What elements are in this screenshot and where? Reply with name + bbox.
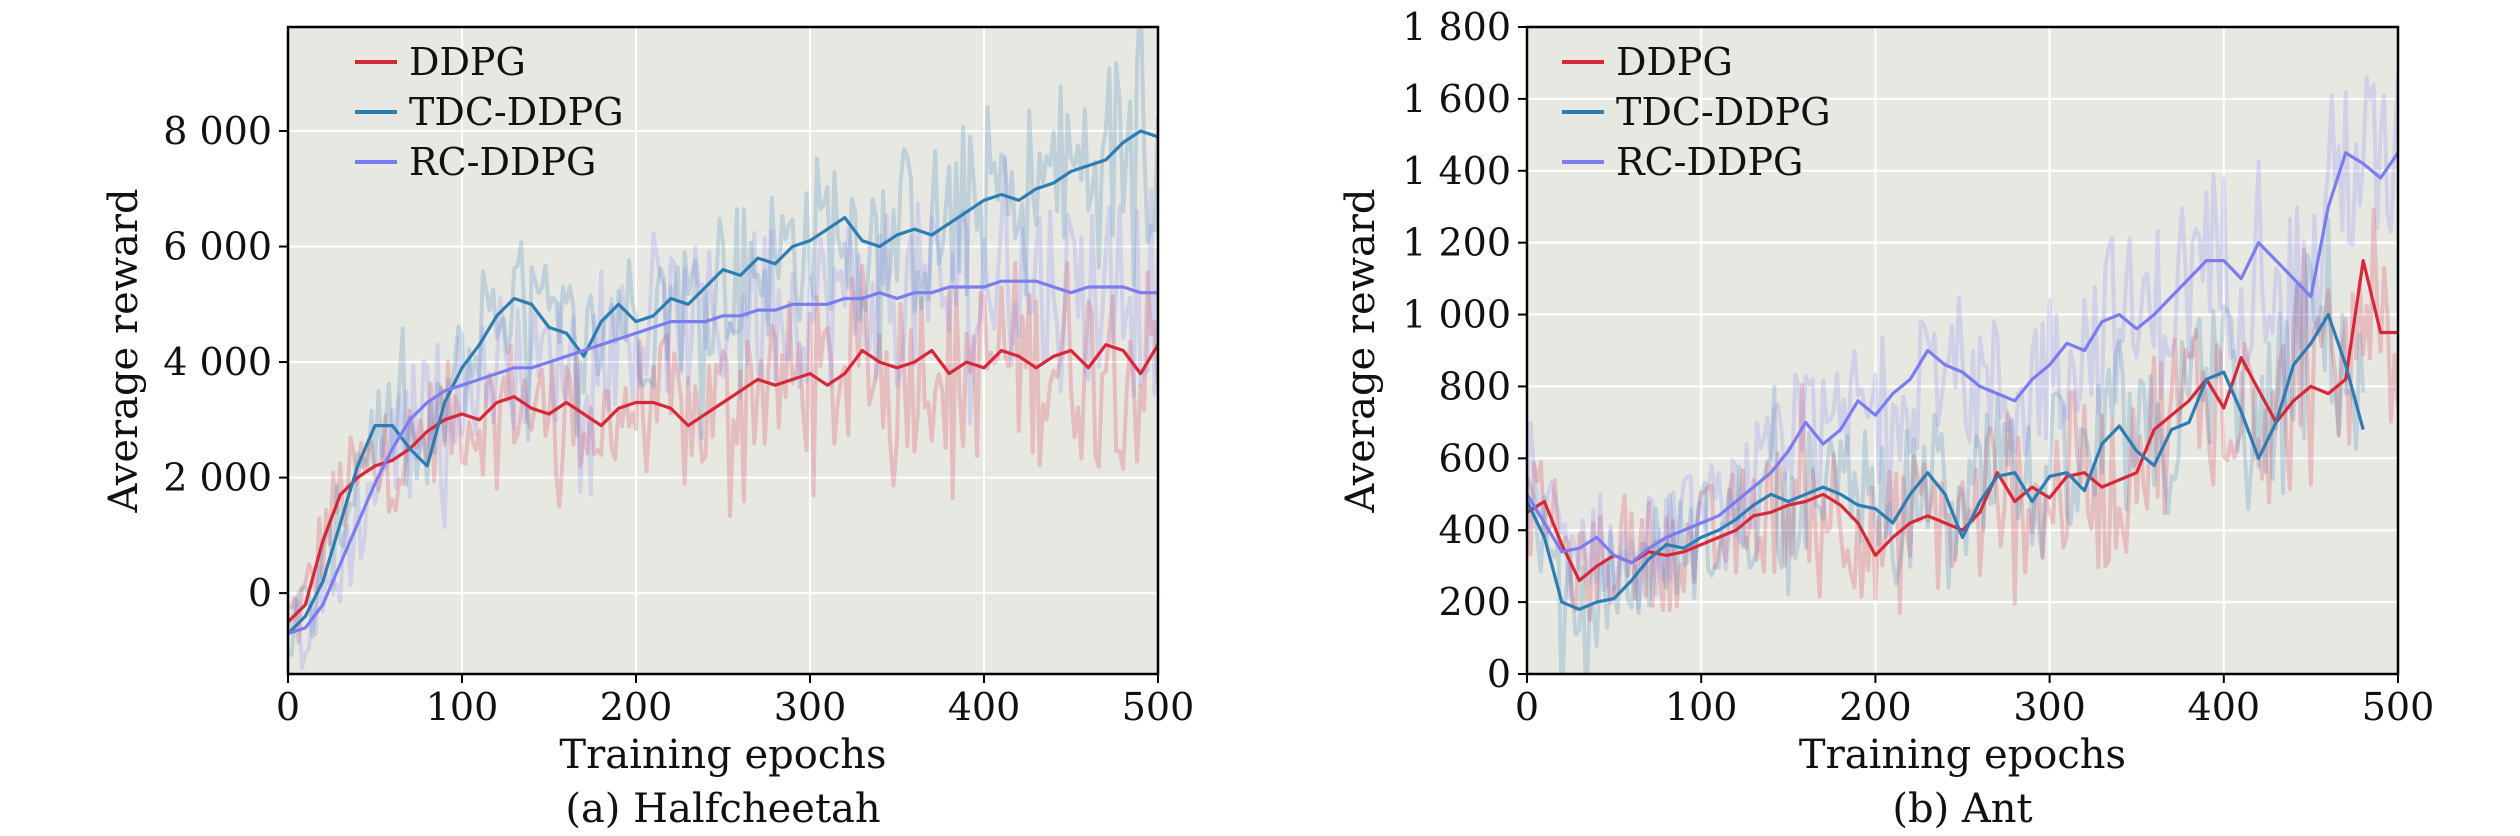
- raw-trace-rc-ddpg: [1527, 73, 2398, 610]
- x-tick-label: 100: [1665, 685, 1738, 729]
- x-tick-label: 300: [774, 685, 847, 729]
- y-tick-label: 600: [1438, 436, 1511, 480]
- y-tick-label: 8 000: [163, 109, 272, 153]
- x-tick-label: 400: [948, 685, 1021, 729]
- y-tick-label: 1 200: [1402, 221, 1511, 265]
- legend-label: RC-DDPG: [1616, 140, 1803, 184]
- legend-label: TDC-DDPG: [1616, 90, 1831, 134]
- series-line-tdc-ddpg: [1527, 313, 2365, 611]
- legend-label: DDPG: [409, 40, 526, 84]
- x-tick-label: 200: [600, 685, 673, 729]
- chart-ant: 0 100 200 300 400 500 0 200 400 600 800 1 000 1 200 1…: [1338, 5, 2434, 832]
- raw-trace-ddpg: [1527, 207, 2398, 622]
- plot-background: [288, 27, 1158, 674]
- raw-trace-rc-ddpg: [288, 154, 1158, 671]
- x-axis-title: Training epochs: [1799, 732, 2126, 778]
- x-tick-label: 500: [1122, 685, 1195, 729]
- y-tick-label: 800: [1438, 364, 1511, 408]
- legend: DDPG TDC-DDPG RC-DDPG: [355, 40, 624, 184]
- y-tick-label: 0: [1487, 652, 1511, 696]
- series-line-ddpg: [288, 343, 1158, 624]
- y-tick-label: 1 800: [1402, 5, 1511, 49]
- x-tick-label: 200: [1839, 685, 1912, 729]
- chart-caption: (a) Halfcheetah: [565, 786, 880, 832]
- plot-frame: [1525, 25, 2400, 676]
- y-tick-label: 2 000: [163, 456, 272, 500]
- y-tick-label: 6 000: [163, 225, 272, 269]
- series-lines: [1527, 151, 2398, 611]
- y-tick-label: 200: [1438, 580, 1511, 624]
- series-lines: [288, 129, 1158, 636]
- legend-label: RC-DDPG: [409, 140, 596, 184]
- plot-frame: [286, 25, 1160, 676]
- x-tick-label: 0: [1515, 685, 1539, 729]
- legend: DDPG TDC-DDPG RC-DDPG: [1562, 40, 1831, 184]
- raw-trace-tdc-ddpg: [288, 27, 1158, 657]
- raw-traces: [1527, 73, 2398, 674]
- y-tick-label: 1 400: [1402, 149, 1511, 193]
- x-tick-label: 500: [2362, 685, 2435, 729]
- series-line-ddpg: [1527, 259, 2398, 583]
- series-line-rc-ddpg: [288, 279, 1158, 636]
- x-tick-label: 400: [2188, 685, 2261, 729]
- y-tick-label: 1 000: [1402, 293, 1511, 337]
- y-tick-label: 4 000: [163, 340, 272, 384]
- chart-caption: (b) Ant: [1892, 786, 2032, 832]
- legend-label: DDPG: [1616, 40, 1733, 84]
- series-line-tdc-ddpg: [288, 129, 1158, 635]
- y-axis-title: Average reward: [1338, 188, 1384, 513]
- chart-halfcheetah: 0 100 200 300 400 500 0 2 000 4 000 6 000 8 000 Tra…: [101, 25, 1195, 832]
- series-line-rc-ddpg: [1527, 151, 2398, 565]
- x-tick-label: 0: [276, 685, 300, 729]
- y-axis-title: Average reward: [101, 188, 147, 513]
- plot-background: [1527, 27, 2398, 674]
- legend-label: TDC-DDPG: [409, 90, 624, 134]
- x-tick-label: 100: [426, 685, 499, 729]
- y-tick-label: 1 600: [1402, 77, 1511, 121]
- x-axis-title: Training epochs: [559, 732, 886, 778]
- x-tick-label: 300: [2013, 685, 2086, 729]
- y-tick-label: 0: [248, 571, 272, 615]
- raw-trace-tdc-ddpg: [1527, 216, 2366, 674]
- y-tick-label: 400: [1438, 508, 1511, 552]
